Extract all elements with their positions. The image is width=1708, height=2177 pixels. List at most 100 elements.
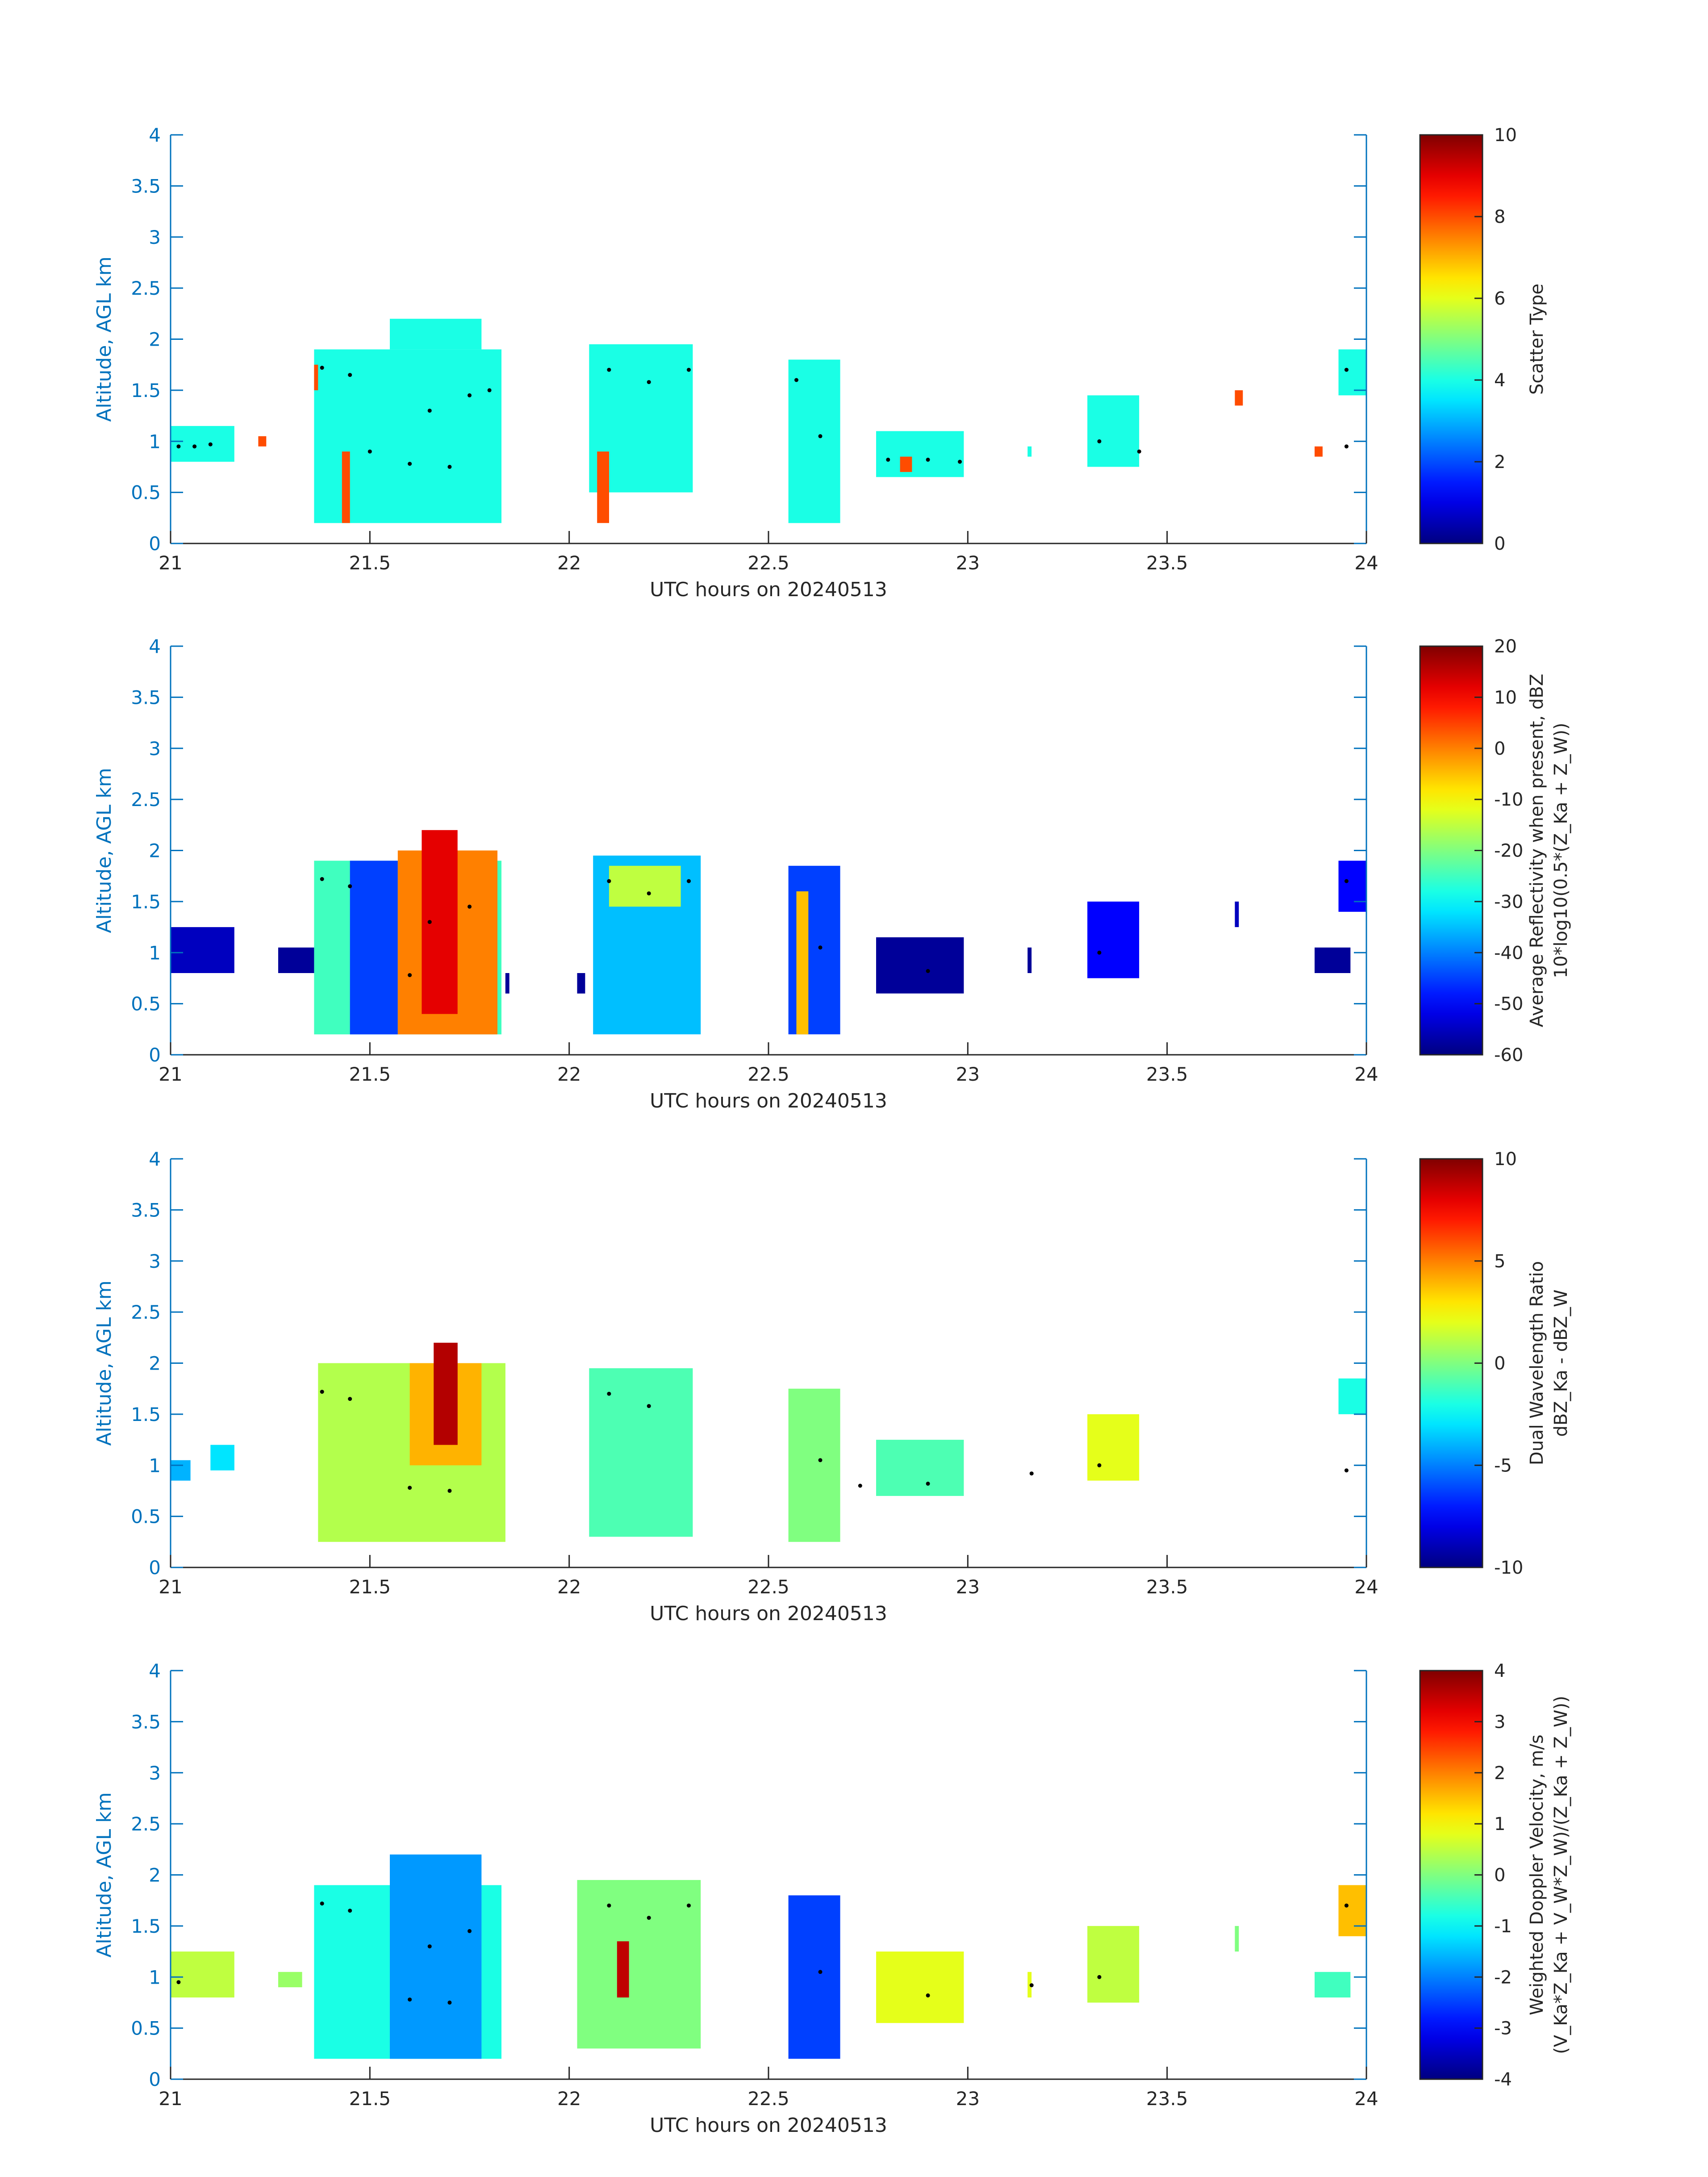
y-axis-label: Altitude, AGL km xyxy=(93,256,116,422)
colorbar-tick-label: -1 xyxy=(1494,1916,1512,1937)
data-point xyxy=(926,1481,930,1486)
data-point xyxy=(468,904,472,909)
data-point xyxy=(647,1916,651,1920)
x-tick-label: 22 xyxy=(557,1576,581,1598)
y-tick-label: 0 xyxy=(149,2068,161,2090)
data-point xyxy=(427,1944,432,1949)
y-tick-label: 3 xyxy=(149,1762,161,1784)
y-tick-label: 1.5 xyxy=(131,380,161,401)
data-cell xyxy=(609,865,681,907)
x-tick-label: 23.5 xyxy=(1146,2088,1188,2110)
y-tick-label: 2 xyxy=(149,840,161,862)
colorbar-label: Scatter Type xyxy=(1527,284,1547,395)
y-tick-label: 0.5 xyxy=(131,2018,161,2039)
data-cell xyxy=(1087,395,1140,467)
colorbar-tick-label: -40 xyxy=(1494,943,1523,963)
colorbar-tick-label: 0 xyxy=(1494,534,1505,554)
colorbar-tick-label: 8 xyxy=(1494,207,1505,227)
x-tick-label: 22.5 xyxy=(748,1063,789,1085)
x-tick-label: 24 xyxy=(1354,2088,1378,2110)
data-point xyxy=(487,388,492,393)
y-tick-label: 3.5 xyxy=(131,686,161,708)
data-point xyxy=(647,891,651,896)
y-axis-label: Altitude, AGL km xyxy=(93,1280,116,1446)
data-point xyxy=(687,879,691,883)
data-point xyxy=(408,973,412,978)
data-point xyxy=(348,1397,352,1401)
colorbar-tick-label: 6 xyxy=(1494,288,1505,309)
data-point xyxy=(818,945,823,950)
data-cell xyxy=(876,1440,964,1496)
x-tick-label: 21 xyxy=(159,2088,182,2110)
data-point xyxy=(1344,368,1349,372)
colorbar xyxy=(1419,645,1483,1056)
data-point xyxy=(818,1458,823,1462)
colorbar-label: (V_Ka*Z_Ka + V_W*Z_W)/(Z_Ka + Z_W)) xyxy=(1551,1696,1571,2054)
data-cell xyxy=(1338,349,1366,396)
data-cell xyxy=(171,1460,191,1481)
colorbar xyxy=(1419,134,1483,544)
data-cell xyxy=(589,1368,693,1537)
colorbar-tick-label: -30 xyxy=(1494,892,1523,912)
data-cell xyxy=(1338,1378,1366,1414)
data-point xyxy=(447,1488,452,1493)
data-cell xyxy=(597,451,609,523)
y-tick-label: 0 xyxy=(149,1557,161,1579)
colorbar-tick-label: -2 xyxy=(1494,1967,1512,1988)
y-tick-label: 1.5 xyxy=(131,1404,161,1425)
y-tick-label: 0.5 xyxy=(131,1506,161,1528)
x-tick-label: 23 xyxy=(956,1576,980,1598)
y-tick-label: 2 xyxy=(149,1353,161,1375)
colorbar-tick-label: -20 xyxy=(1494,841,1523,861)
data-point xyxy=(408,1486,412,1490)
x-tick-label: 23 xyxy=(956,1063,980,1085)
data-point xyxy=(1344,1468,1349,1473)
data-point xyxy=(320,366,324,370)
data-point xyxy=(607,1903,611,1908)
y-tick-label: 0 xyxy=(149,1044,161,1066)
data-cell xyxy=(788,1895,840,2059)
data-cell xyxy=(617,1941,629,1997)
data-point xyxy=(1097,950,1102,955)
y-tick-label: 4 xyxy=(149,635,161,657)
data-point xyxy=(468,393,472,397)
colorbar-label: Weighted Doppler Velocity, m/s xyxy=(1527,1734,1547,2015)
data-cell xyxy=(390,1854,482,2059)
y-tick-label: 1 xyxy=(149,1966,161,1988)
data-cell xyxy=(171,1951,234,1997)
y-tick-label: 3.5 xyxy=(131,1711,161,1733)
y-tick-label: 0.5 xyxy=(131,993,161,1015)
data-point xyxy=(427,409,432,413)
data-cell xyxy=(876,937,964,994)
data-cell xyxy=(1235,390,1243,406)
data-cell xyxy=(1315,1972,1351,1997)
y-tick-label: 2.5 xyxy=(131,1813,161,1835)
data-point xyxy=(1029,1983,1034,1988)
x-tick-label: 23.5 xyxy=(1146,1063,1188,1085)
y-tick-label: 0 xyxy=(149,533,161,555)
x-tick-label: 22.5 xyxy=(748,1576,789,1598)
data-point xyxy=(427,920,432,924)
y-tick-label: 1 xyxy=(149,942,161,964)
colorbar-tick-label: 2 xyxy=(1494,1763,1505,1784)
y-tick-label: 1 xyxy=(149,1454,161,1476)
colorbar-tick-label: 0 xyxy=(1494,1354,1505,1374)
data-cell xyxy=(505,973,509,994)
x-axis-label: UTC hours on 20240513 xyxy=(650,578,887,601)
x-tick-label: 24 xyxy=(1354,552,1378,574)
y-tick-label: 4 xyxy=(149,1660,161,1682)
colorbar-label: dBZ_Ka - dBZ_W xyxy=(1551,1290,1571,1437)
y-tick-label: 3 xyxy=(149,226,161,248)
data-point xyxy=(818,434,823,439)
y-tick-label: 2.5 xyxy=(131,789,161,811)
data-point xyxy=(647,380,651,384)
data-point xyxy=(794,378,798,382)
data-point xyxy=(647,1404,651,1408)
data-cell xyxy=(434,1342,458,1445)
data-point xyxy=(348,373,352,377)
y-tick-label: 1.5 xyxy=(131,1915,161,1937)
y-tick-label: 1.5 xyxy=(131,891,161,913)
colorbar-tick-label: 10 xyxy=(1494,687,1517,708)
x-tick-label: 21.5 xyxy=(349,552,391,574)
